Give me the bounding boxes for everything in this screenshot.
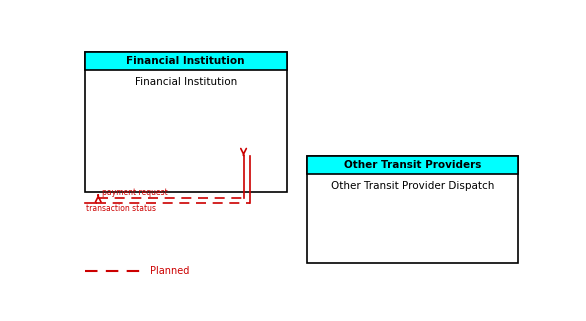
Bar <box>307 156 519 174</box>
Bar <box>84 52 287 70</box>
Bar <box>84 52 287 192</box>
Text: payment request: payment request <box>102 188 168 197</box>
Bar <box>307 156 519 264</box>
Text: Financial Institution: Financial Institution <box>135 77 237 87</box>
Text: transaction status: transaction status <box>86 204 156 213</box>
Text: Planned: Planned <box>151 266 190 276</box>
Text: Financial Institution: Financial Institution <box>127 56 245 66</box>
Text: Other Transit Provider Dispatch: Other Transit Provider Dispatch <box>331 181 495 191</box>
Text: Other Transit Providers: Other Transit Providers <box>344 160 482 170</box>
